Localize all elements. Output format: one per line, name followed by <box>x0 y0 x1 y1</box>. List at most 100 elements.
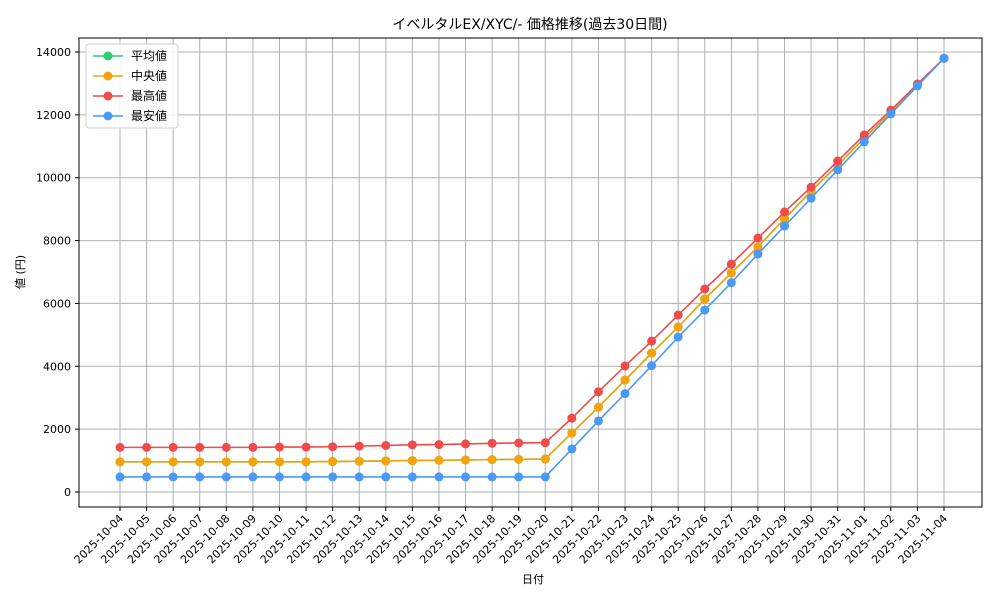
y-axis-label: 値 (円) <box>14 255 27 289</box>
data-point <box>274 442 284 452</box>
data-point <box>487 455 497 465</box>
data-point <box>328 457 338 467</box>
y-tick-label: 4000 <box>43 360 71 373</box>
data-point <box>780 214 790 224</box>
data-point <box>248 472 258 482</box>
data-point <box>806 182 816 192</box>
data-point <box>461 472 471 482</box>
legend-box <box>85 43 179 129</box>
data-point <box>221 472 231 482</box>
data-point <box>567 444 577 454</box>
legend-label: 中央値 <box>131 68 167 83</box>
data-point <box>833 156 843 166</box>
y-tick-label: 10000 <box>36 172 71 185</box>
y-axis-ticks: 0 2000 4000 6000 8000 10000 12000 14000 <box>36 46 79 499</box>
y-tick-label: 8000 <box>43 235 71 248</box>
data-point <box>753 242 763 252</box>
data-point <box>567 428 577 438</box>
data-point <box>726 259 736 269</box>
data-point <box>673 322 683 332</box>
data-point <box>381 440 391 450</box>
legend-label: 平均値 <box>131 48 167 63</box>
series-3 <box>115 53 949 482</box>
data-series <box>115 53 949 482</box>
data-point <box>115 442 125 452</box>
data-point <box>115 457 125 467</box>
data-point <box>514 472 524 482</box>
y-tick-label: 0 <box>64 486 71 499</box>
legend-label: 最高値 <box>131 88 167 103</box>
data-point <box>274 457 284 467</box>
data-point <box>673 332 683 342</box>
chart-title: イベルタルEX/XYC/- 価格推移(過去30日間) <box>392 17 667 33</box>
data-point <box>780 207 790 217</box>
data-point <box>726 278 736 288</box>
data-point <box>673 310 683 320</box>
data-point <box>195 472 205 482</box>
data-point <box>381 472 391 482</box>
legend-marker <box>103 91 113 101</box>
data-point <box>381 456 391 466</box>
data-point <box>647 348 657 358</box>
data-point <box>434 472 444 482</box>
data-point <box>726 268 736 278</box>
data-point <box>354 472 364 482</box>
data-point <box>248 442 258 452</box>
legend-marker <box>103 111 113 121</box>
data-point <box>593 402 603 412</box>
data-point <box>647 336 657 346</box>
data-point <box>540 454 550 464</box>
data-point <box>514 438 524 448</box>
data-point <box>620 389 630 399</box>
data-point <box>859 130 869 140</box>
plot-frame <box>78 37 983 508</box>
data-point <box>461 439 471 449</box>
data-point <box>301 442 311 452</box>
data-point <box>753 233 763 243</box>
data-point <box>407 440 417 450</box>
data-point <box>886 109 896 119</box>
data-point <box>407 472 417 482</box>
data-point <box>142 442 152 452</box>
x-axis-label: 日付 <box>522 573 544 586</box>
data-point <box>593 416 603 426</box>
data-point <box>354 456 364 466</box>
data-point <box>700 305 710 315</box>
data-point <box>514 454 524 464</box>
data-point <box>328 442 338 452</box>
data-point <box>168 442 178 452</box>
data-point <box>461 455 471 465</box>
y-tick-label: 12000 <box>36 109 71 122</box>
data-point <box>700 284 710 294</box>
data-point <box>274 472 284 482</box>
data-point <box>567 413 577 423</box>
data-point <box>700 294 710 304</box>
data-point <box>487 438 497 448</box>
data-point <box>434 440 444 450</box>
data-point <box>620 361 630 371</box>
data-point <box>780 221 790 231</box>
legend-label: 最安値 <box>131 108 167 123</box>
data-point <box>248 457 258 467</box>
data-point <box>859 137 869 147</box>
data-point <box>647 361 657 371</box>
data-point <box>168 472 178 482</box>
data-point <box>593 387 603 397</box>
y-tick-label: 6000 <box>43 297 71 310</box>
data-point <box>195 442 205 452</box>
data-point <box>540 438 550 448</box>
data-point <box>806 193 816 203</box>
data-point <box>195 457 205 467</box>
legend-marker <box>103 71 113 81</box>
data-point <box>168 457 178 467</box>
data-point <box>487 472 497 482</box>
y-tick-label: 2000 <box>43 423 71 436</box>
data-point <box>620 375 630 385</box>
data-point <box>301 457 311 467</box>
data-point <box>221 442 231 452</box>
data-point <box>142 457 152 467</box>
data-point <box>540 472 550 482</box>
legend-marker <box>103 51 113 61</box>
